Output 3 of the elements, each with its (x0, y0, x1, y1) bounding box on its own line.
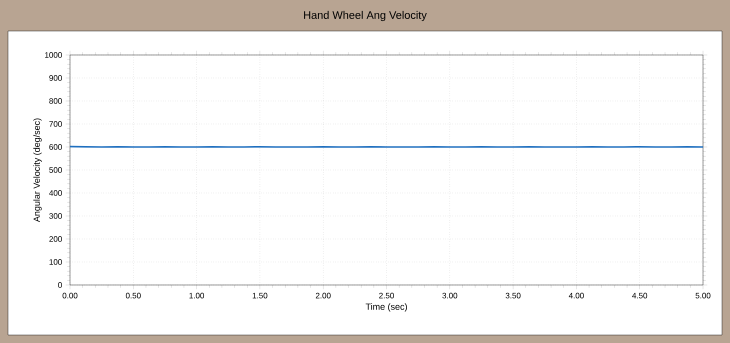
y-axis-title: Angular Velocity (deg/sec) (33, 118, 42, 222)
chart-title: Hand Wheel Ang Velocity (304, 10, 427, 22)
x-axis-title: Time (sec) (366, 303, 407, 312)
